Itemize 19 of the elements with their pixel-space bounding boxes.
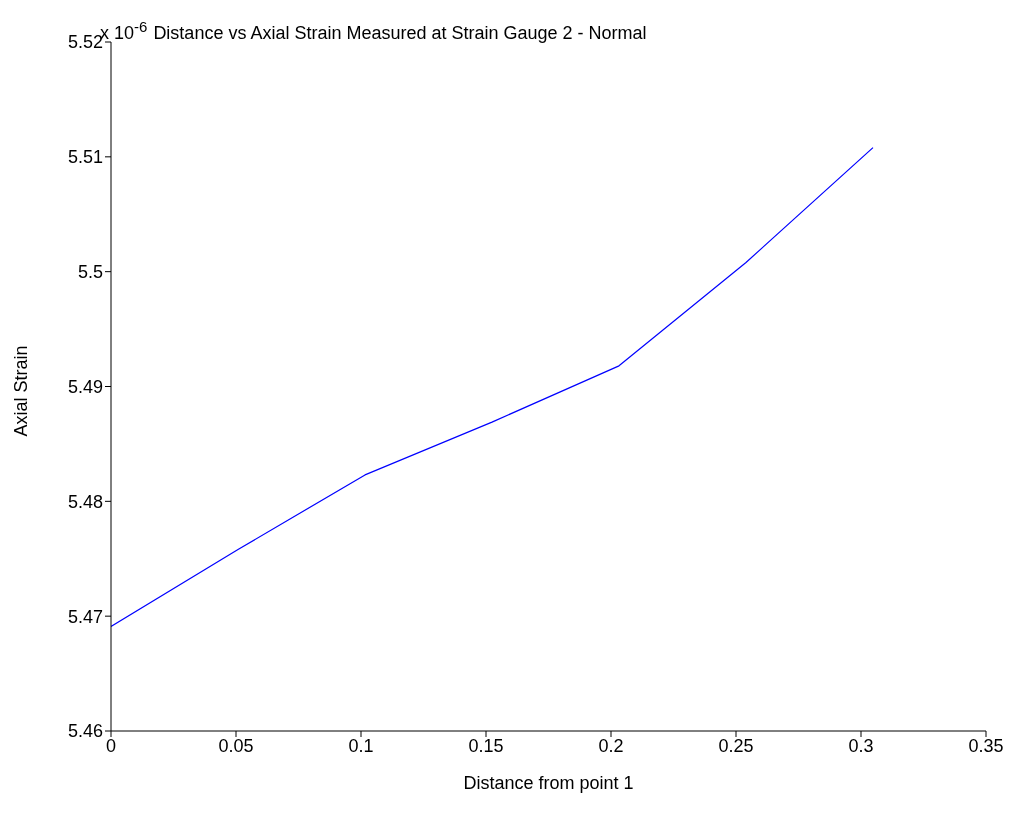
x-axis-title: Distance from point 1 bbox=[463, 773, 634, 793]
x-tick-label: 0.35 bbox=[968, 735, 1004, 756]
y-tick-label: 5.52 bbox=[67, 32, 103, 53]
y-tick-label: 5.46 bbox=[67, 721, 103, 742]
y-axis-title: Axial Strain bbox=[11, 345, 32, 437]
x-tick-label: 0 bbox=[105, 735, 117, 756]
y-tick-label: 5.48 bbox=[67, 491, 103, 512]
x-tick-label: 0.2 bbox=[598, 735, 624, 756]
x-tick-label: 0.05 bbox=[218, 735, 254, 756]
line-series bbox=[111, 147, 874, 628]
x-tick-label: 0.1 bbox=[348, 735, 374, 756]
x-tick-label: 0.3 bbox=[848, 735, 874, 756]
y-tick-label: 5.49 bbox=[67, 376, 103, 397]
y-tick-label: 5.5 bbox=[77, 262, 103, 283]
y-tick-label: 5.47 bbox=[67, 606, 103, 627]
y-tick-label: 5.51 bbox=[67, 147, 103, 168]
x-tick-label: 0.15 bbox=[468, 735, 504, 756]
x-tick-label: 0.25 bbox=[718, 735, 754, 756]
chart-title: Distance vs Axial Strain Measured at Strain Gauge 2 - Normal bbox=[153, 23, 647, 43]
